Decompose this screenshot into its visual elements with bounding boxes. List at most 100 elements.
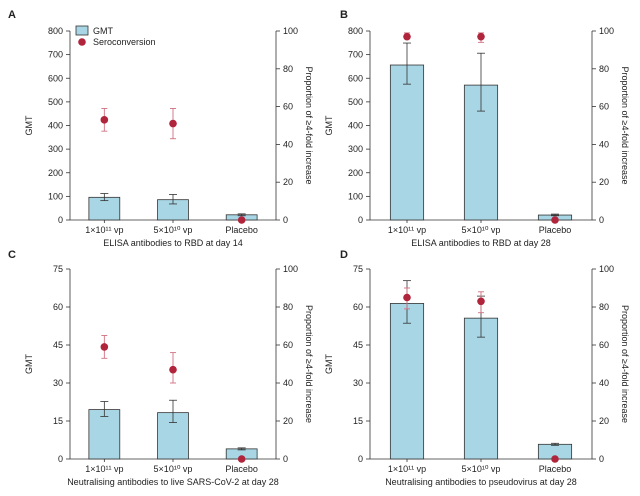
- y-tick-label: 45: [353, 340, 363, 350]
- seroconversion-point: [237, 455, 246, 463]
- x-axis-title: Neutralising antibodies to pseudovirus a…: [385, 477, 577, 487]
- y-tick-label: 300: [348, 144, 363, 154]
- y2-tick-label: 100: [599, 264, 614, 274]
- legend-gmt-swatch: [75, 25, 89, 36]
- y-tick-label: 30: [353, 378, 363, 388]
- seroconversion-point: [100, 116, 109, 124]
- y2-tick-label: 40: [599, 378, 609, 388]
- x-tick-label: 1×10¹¹ vp: [85, 464, 123, 474]
- y-tick-label: 600: [348, 73, 363, 83]
- y2-tick-label: 40: [283, 378, 293, 388]
- y-tick-label: 600: [48, 73, 63, 83]
- seroconversion-point: [237, 216, 246, 224]
- seroconversion-point: [551, 216, 559, 224]
- y2-tick-label: 80: [283, 302, 293, 312]
- y-tick-label: 200: [48, 168, 63, 178]
- y-tick-label: 0: [58, 215, 63, 225]
- gmt-bar: [389, 303, 425, 460]
- y2-tick-label: 0: [283, 454, 288, 464]
- y-tick-label: 400: [48, 121, 63, 131]
- y2-tick-label: 20: [599, 416, 609, 426]
- y2-tick-label: 100: [599, 26, 614, 36]
- y2-tick-label: 20: [283, 416, 293, 426]
- seroconversion-point: [477, 32, 485, 41]
- y2-tick-label: 80: [599, 64, 609, 74]
- y-tick-label: 0: [58, 454, 63, 464]
- y-tick-label: 75: [353, 264, 363, 274]
- y-tick-label: 75: [53, 264, 63, 274]
- y-tick-label: 800: [348, 26, 363, 36]
- seroconversion-point: [169, 119, 177, 128]
- y-axis-title: GMT: [324, 115, 334, 135]
- panel-c: C 0 15 30 45 60 75 0 20 40 60 80 100 GMT Proportion of…: [8, 249, 314, 487]
- y2-tick-label: 40: [599, 139, 609, 149]
- y-axis-title: GMT: [324, 354, 334, 374]
- y-tick-label: 45: [53, 340, 63, 350]
- legend-gmt-label: GMT: [93, 26, 113, 36]
- y2-tick-label: 60: [599, 102, 609, 112]
- x-tick-label: Placebo: [539, 464, 572, 474]
- x-tick-label: Placebo: [225, 225, 258, 235]
- seroconversion-point: [100, 343, 109, 351]
- y2-axis-title: Proportion of ≥4-fold increase: [304, 66, 314, 184]
- y-tick-label: 60: [353, 302, 363, 312]
- panel-a: A 0 100 200 300 400 500 600 700 800 0 20 40 60 80 100 GM…: [8, 9, 314, 248]
- y-tick-label: 100: [348, 191, 363, 201]
- y2-tick-label: 60: [283, 102, 293, 112]
- y-tick-label: 100: [48, 191, 63, 201]
- panel-label-c: C: [8, 249, 16, 261]
- seroconversion-point: [551, 455, 559, 463]
- x-tick-label: 5×10¹⁰ vp: [462, 464, 501, 474]
- y-tick-label: 15: [53, 416, 63, 426]
- legend-seroconversion-marker: [78, 38, 86, 46]
- y-tick-label: 0: [358, 215, 363, 225]
- gmt-bar: [463, 317, 499, 460]
- y2-axis-title: Proportion of ≥4-fold increase: [304, 305, 314, 423]
- y2-tick-label: 80: [599, 302, 609, 312]
- y-tick-label: 700: [348, 50, 363, 60]
- gmt-bar: [157, 412, 189, 460]
- y2-tick-label: 0: [599, 215, 604, 225]
- y2-tick-label: 40: [283, 139, 293, 149]
- x-tick-label: 5×10¹⁰ vp: [154, 225, 193, 235]
- x-axis-title: Neutralising antibodies to live SARS-CoV…: [67, 477, 279, 487]
- gmt-bar: [88, 409, 121, 460]
- x-tick-label: 5×10¹⁰ vp: [462, 225, 501, 235]
- x-axis-title: ELISA antibodies to RBD at day 14: [103, 238, 243, 248]
- y-tick-label: 15: [353, 416, 363, 426]
- panel-label-a: A: [8, 9, 16, 21]
- y-tick-label: 300: [48, 144, 63, 154]
- gmt-bar: [389, 64, 425, 221]
- x-tick-label: Placebo: [225, 464, 258, 474]
- seroconversion-point: [403, 32, 411, 41]
- y2-tick-label: 100: [283, 264, 298, 274]
- y-tick-label: 0: [358, 454, 363, 464]
- y-tick-label: 500: [348, 97, 363, 107]
- x-axis-title: ELISA antibodies to RBD at day 28: [411, 238, 551, 248]
- y2-axis-title: Proportion of ≥4-fold increase: [620, 305, 630, 423]
- x-tick-label: 1×10¹¹ vp: [388, 464, 426, 474]
- y2-tick-label: 100: [283, 26, 298, 36]
- x-tick-label: Placebo: [539, 225, 572, 235]
- seroconversion-point: [169, 365, 177, 374]
- y-tick-label: 200: [348, 168, 363, 178]
- y2-tick-label: 0: [599, 454, 604, 464]
- panel-label-d: D: [340, 249, 348, 261]
- y-axis-title: GMT: [24, 115, 34, 135]
- seroconversion-point: [477, 297, 485, 306]
- y2-tick-label: 80: [283, 64, 293, 74]
- y2-axis-title: Proportion of ≥4-fold increase: [620, 66, 630, 184]
- seroconversion-point: [403, 293, 411, 302]
- y-tick-label: 30: [53, 378, 63, 388]
- y-tick-label: 500: [48, 97, 63, 107]
- y-tick-label: 700: [48, 50, 63, 60]
- legend-seroconversion-label: Seroconversion: [93, 37, 156, 47]
- y-axis-title: GMT: [24, 354, 34, 374]
- x-tick-label: 5×10¹⁰ vp: [154, 464, 193, 474]
- y2-tick-label: 60: [599, 340, 609, 350]
- y-tick-label: 400: [348, 121, 363, 131]
- y2-tick-label: 0: [283, 215, 288, 225]
- panel-label-b: B: [340, 9, 348, 21]
- panel-b: B 0 100 200 300 400 500 600 700 800 0 20 40 60 80 100 GM…: [324, 9, 630, 248]
